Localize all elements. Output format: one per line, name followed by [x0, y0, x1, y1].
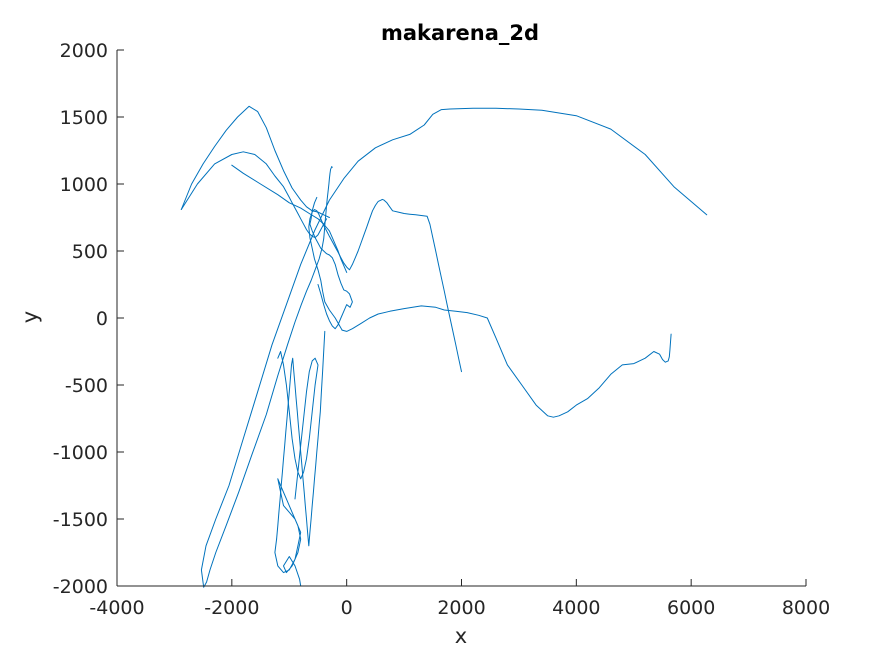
plot-area — [180, 105, 708, 588]
trajectory-segment-9 — [274, 478, 302, 587]
trajectory-segment-6 — [231, 164, 348, 273]
y-tick-label: 1500 — [60, 107, 108, 129]
y-tick-label: 2000 — [60, 40, 108, 62]
trajectory-segment-4 — [180, 105, 330, 218]
y-tick-label: 0 — [96, 308, 108, 330]
x-tick-label: 4000 — [552, 597, 600, 619]
trajectory-segment-7 — [309, 196, 353, 330]
x-tick-label: 8000 — [782, 597, 830, 619]
y-tick-label: -2000 — [53, 576, 108, 598]
x-tick-label: 0 — [341, 597, 353, 619]
y-axis-label: y — [18, 311, 42, 323]
x-tick-label: 2000 — [437, 597, 485, 619]
y-tick-label: -1500 — [53, 509, 108, 531]
trajectory-segment-5 — [180, 151, 328, 239]
x-axis: -4000 -2000 0 2000 4000 6000 8000 — [89, 579, 830, 619]
y-tick-label: -500 — [65, 375, 108, 397]
trajectory-segment-1 — [200, 107, 708, 588]
trajectory-segment-3 — [308, 198, 462, 373]
y-tick-label: 500 — [72, 241, 108, 263]
trajectory-segment-8 — [276, 330, 326, 547]
trajectory-segment-2 — [341, 305, 672, 418]
x-axis-label: x — [455, 624, 467, 648]
chart-title: makarena_2d — [381, 21, 539, 45]
y-tick-label: 1000 — [60, 174, 108, 196]
x-tick-label: 6000 — [667, 597, 715, 619]
trajectory-segment-10 — [277, 351, 319, 500]
y-axis: -2000 -1500 -1000 -500 0 500 1000 1500 2000 — [53, 40, 124, 598]
x-tick-label: -4000 — [89, 597, 144, 619]
y-tick-label: -1000 — [53, 442, 108, 464]
x-tick-label: -2000 — [204, 597, 259, 619]
